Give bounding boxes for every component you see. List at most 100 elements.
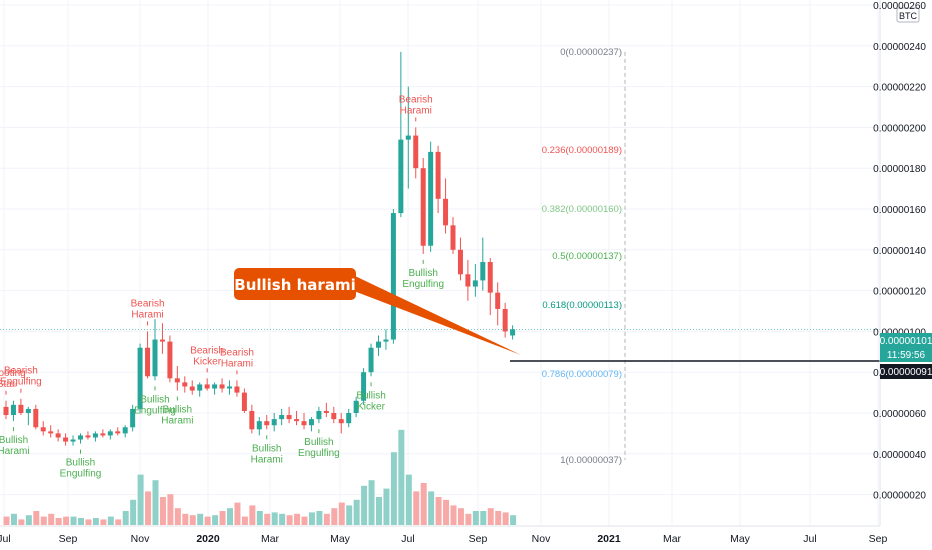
candle[interactable] bbox=[264, 415, 270, 430]
candle[interactable] bbox=[182, 376, 188, 393]
candle[interactable] bbox=[115, 427, 121, 436]
currency-badge[interactable] bbox=[896, 7, 920, 23]
candle[interactable] bbox=[361, 368, 367, 405]
candle[interactable] bbox=[137, 343, 143, 413]
volume-bar bbox=[92, 518, 99, 525]
pattern-text: Bullish bbox=[66, 458, 95, 469]
candle[interactable] bbox=[40, 421, 46, 436]
time-axis[interactable]: Jul Sep Nov 2020 Mar May Jul Sep Nov 2021 Mar May Ju… bbox=[0, 525, 887, 545]
candle[interactable] bbox=[241, 388, 247, 413]
candle[interactable] bbox=[294, 410, 300, 426]
candle[interactable] bbox=[219, 378, 225, 393]
candle[interactable] bbox=[3, 400, 9, 420]
candle[interactable] bbox=[189, 380, 195, 395]
candle[interactable] bbox=[130, 404, 136, 432]
volume-bar bbox=[308, 512, 315, 525]
candle[interactable] bbox=[472, 264, 478, 297]
candle[interactable] bbox=[331, 406, 337, 424]
candle[interactable] bbox=[480, 237, 486, 291]
volume-bar bbox=[435, 497, 442, 525]
candle[interactable] bbox=[338, 413, 344, 434]
candle[interactable] bbox=[100, 429, 106, 438]
candle[interactable] bbox=[174, 366, 180, 391]
candle[interactable] bbox=[122, 425, 128, 438]
candle[interactable] bbox=[25, 406, 31, 426]
candle[interactable] bbox=[346, 408, 352, 428]
candle[interactable] bbox=[279, 408, 285, 426]
pattern-text: Bearish bbox=[399, 94, 433, 105]
candle[interactable] bbox=[10, 400, 16, 422]
candles[interactable] bbox=[0, 51, 880, 446]
candle[interactable] bbox=[234, 380, 240, 397]
volume-bar bbox=[480, 511, 487, 525]
candle[interactable] bbox=[465, 260, 471, 301]
candle[interactable] bbox=[48, 425, 54, 438]
candle[interactable] bbox=[197, 382, 203, 397]
candle[interactable] bbox=[256, 417, 262, 436]
candle[interactable] bbox=[85, 431, 91, 440]
candle[interactable] bbox=[495, 282, 501, 326]
candle[interactable] bbox=[78, 433, 83, 444]
candle[interactable] bbox=[145, 331, 151, 379]
pattern-text: Engulfing bbox=[402, 279, 444, 290]
candle[interactable] bbox=[435, 145, 441, 214]
candle[interactable] bbox=[502, 302, 508, 338]
candle[interactable] bbox=[167, 335, 173, 383]
volume-bar bbox=[502, 512, 509, 525]
candle-body bbox=[25, 408, 31, 413]
volume-bar bbox=[40, 516, 47, 525]
candle-body bbox=[361, 372, 367, 401]
fib-level-label: 0.236(0.00000189) bbox=[542, 145, 622, 156]
candle[interactable] bbox=[249, 404, 255, 434]
candle[interactable] bbox=[428, 141, 434, 252]
candle[interactable] bbox=[33, 404, 39, 430]
candle[interactable] bbox=[308, 417, 314, 432]
candle[interactable] bbox=[398, 51, 404, 218]
candle[interactable] bbox=[368, 343, 374, 377]
candle[interactable] bbox=[286, 406, 292, 424]
candle[interactable] bbox=[159, 323, 165, 354]
volume-bar bbox=[495, 511, 502, 525]
candle[interactable] bbox=[510, 325, 516, 340]
volume-bar bbox=[25, 515, 32, 525]
candle[interactable] bbox=[443, 178, 449, 234]
candle[interactable] bbox=[323, 402, 329, 418]
candle[interactable] bbox=[383, 329, 389, 350]
candle[interactable] bbox=[405, 86, 411, 189]
candle[interactable] bbox=[487, 257, 493, 316]
candle[interactable] bbox=[390, 209, 396, 344]
candle[interactable] bbox=[107, 429, 113, 440]
candle[interactable] bbox=[420, 158, 426, 254]
candle[interactable] bbox=[227, 380, 232, 395]
candle-body bbox=[271, 419, 277, 426]
fibonacci-retracement[interactable]: 0(0.00000237) 0.236(0.00000189) 0.382(0.00… bbox=[542, 47, 626, 466]
candle[interactable] bbox=[353, 396, 359, 418]
volume-bar bbox=[338, 502, 345, 525]
candle[interactable] bbox=[212, 382, 218, 395]
y-tick-label: 0.00000240 bbox=[873, 42, 926, 53]
candle[interactable] bbox=[450, 217, 456, 254]
volume-bar bbox=[249, 505, 256, 525]
candle[interactable] bbox=[301, 413, 307, 430]
candle[interactable] bbox=[92, 431, 98, 442]
candle-body bbox=[331, 413, 337, 420]
candle[interactable] bbox=[204, 378, 210, 391]
candle[interactable] bbox=[70, 435, 76, 446]
volume-bar bbox=[398, 429, 405, 525]
price-axis[interactable]: BTC 0.00000020 0.00000040 0.00000060 0.0000… bbox=[873, 0, 926, 526]
pattern-text: Harami bbox=[400, 105, 432, 116]
candle[interactable] bbox=[457, 237, 463, 281]
candle[interactable] bbox=[271, 413, 277, 432]
volume-bar bbox=[241, 516, 248, 525]
candle[interactable] bbox=[18, 398, 24, 416]
candle[interactable] bbox=[413, 127, 419, 179]
candle[interactable] bbox=[63, 433, 69, 446]
candle[interactable] bbox=[152, 319, 158, 381]
candle[interactable] bbox=[376, 335, 381, 356]
annotation-callout[interactable]: Bullish harami bbox=[234, 268, 521, 355]
volume-bar bbox=[346, 505, 353, 525]
candle[interactable] bbox=[316, 406, 322, 424]
candle[interactable] bbox=[55, 429, 61, 442]
